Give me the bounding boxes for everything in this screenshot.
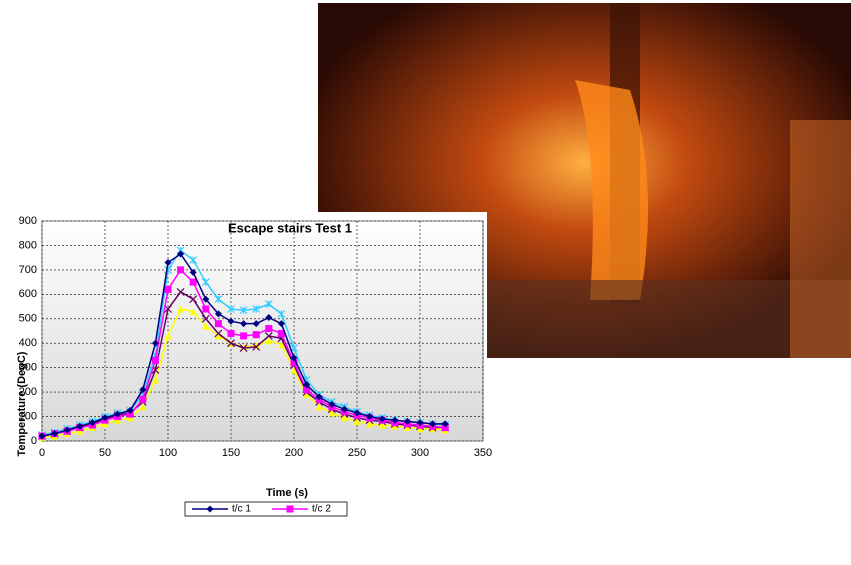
y-tick-label: 900 [19, 215, 37, 227]
x-axis-label: Time (s) [266, 487, 308, 499]
page: {"chart_data": {"type": "line", "title":… [0, 0, 851, 565]
y-tick-label: 400 [19, 337, 37, 349]
marker [139, 396, 146, 403]
x-tick-label: 300 [411, 447, 429, 459]
marker [287, 506, 294, 513]
y-tick-label: 100 [19, 410, 37, 422]
figure: Escape stairs Test 1 Time (s) Temperatur… [0, 0, 851, 565]
y-tick-label: 700 [19, 264, 37, 276]
legend-label: t/c 1 [232, 504, 251, 515]
x-tick-label: 0 [39, 447, 45, 459]
y-tick-label: 0 [31, 435, 37, 447]
y-tick-label: 600 [19, 288, 37, 300]
x-tick-label: 100 [159, 447, 177, 459]
marker [177, 266, 184, 273]
marker [240, 332, 247, 339]
marker [253, 331, 260, 338]
y-tick-label: 300 [19, 362, 37, 374]
marker [265, 325, 272, 332]
x-tick-label: 250 [348, 447, 366, 459]
y-tick-label: 800 [19, 239, 37, 251]
legend-label: t/c 2 [312, 504, 331, 515]
x-tick-label: 200 [285, 447, 303, 459]
marker [152, 357, 159, 364]
x-tick-label: 350 [474, 447, 492, 459]
marker [215, 320, 222, 327]
x-tick-label: 150 [222, 447, 240, 459]
marker [228, 330, 235, 337]
marker [190, 279, 197, 286]
y-tick-label: 200 [19, 386, 37, 398]
marker [202, 306, 209, 313]
chart-title: Escape stairs Test 1 [228, 220, 352, 235]
marker [165, 286, 172, 293]
x-tick-label: 50 [99, 447, 111, 459]
y-tick-label: 500 [19, 313, 37, 325]
